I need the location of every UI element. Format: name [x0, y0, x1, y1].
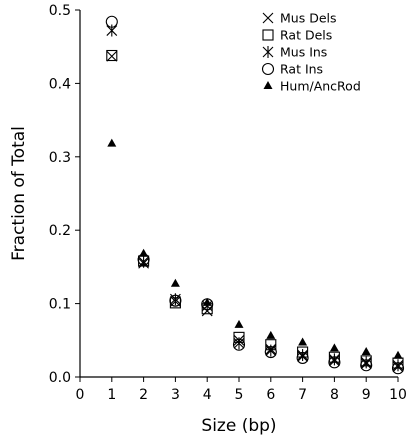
data-point — [391, 362, 405, 375]
legend-label: Mus Dels — [280, 11, 337, 26]
x-tick-label: 0 — [76, 387, 85, 403]
legend-label: Mus Ins — [280, 45, 327, 60]
legend-label: Hum/AncRod — [280, 79, 361, 94]
data-point — [139, 248, 149, 257]
legend-item: Rat Dels — [262, 28, 332, 43]
legend-marker — [262, 12, 274, 24]
data-point — [266, 330, 276, 339]
data-point — [202, 297, 212, 306]
data-point — [106, 24, 118, 37]
x-tick-label: 1 — [107, 387, 116, 403]
series-rat-ins — [105, 15, 405, 375]
y-tick-label: 0.4 — [49, 76, 71, 92]
data-point — [106, 50, 118, 62]
x-tick-label: 6 — [266, 387, 275, 403]
data-point — [296, 351, 309, 364]
data-point — [392, 359, 404, 372]
data-points — [105, 15, 405, 375]
x-tick-label: 3 — [171, 387, 180, 403]
x-tick-label: 7 — [298, 387, 307, 403]
legend-item: Mus Ins — [262, 45, 327, 60]
data-point — [234, 319, 244, 328]
y-tick-label: 0.5 — [49, 3, 71, 19]
x-tick-label: 4 — [203, 387, 212, 403]
series-mus-ins — [106, 24, 404, 372]
legend-item: Mus Dels — [262, 11, 337, 26]
legend-marker — [263, 81, 273, 89]
legend-item: Hum/AncRod — [263, 79, 361, 94]
legend-marker — [262, 46, 274, 58]
data-point — [360, 356, 372, 369]
data-point — [393, 350, 403, 359]
legend-label: Rat Ins — [280, 62, 323, 77]
series-hum-ancrod — [107, 138, 403, 359]
legend: Mus Dels Rat Dels Mus Ins Rat Ins Hum/AncRod — [261, 11, 361, 94]
y-tick-label: 0.3 — [49, 150, 71, 166]
y-tick-label: 0.0 — [49, 370, 71, 386]
data-point — [264, 345, 277, 359]
series-rat-dels — [106, 49, 404, 369]
data-point — [138, 255, 149, 268]
data-point — [329, 343, 339, 352]
data-point — [328, 356, 341, 369]
y-tick-label: 0.1 — [49, 297, 71, 313]
x-axis-title: Size (bp) — [201, 416, 276, 436]
data-point — [232, 338, 246, 351]
series-mus-dels — [106, 50, 404, 373]
legend-marker — [261, 62, 275, 76]
y-tick-label: 0.2 — [49, 223, 71, 239]
y-axis-title: Fraction of Total — [9, 126, 29, 261]
data-point — [169, 294, 182, 307]
x-tick-label: 9 — [362, 387, 371, 403]
data-point — [298, 337, 308, 346]
x-tick-label: 2 — [139, 387, 148, 403]
data-point — [361, 347, 371, 356]
legend-label: Rat Dels — [280, 28, 332, 43]
data-point — [106, 49, 118, 62]
data-point — [360, 359, 373, 372]
data-point — [107, 138, 117, 147]
data-point — [170, 278, 180, 287]
x-tick-label: 5 — [235, 387, 244, 403]
x-tick-label: 10 — [389, 387, 407, 403]
data-point — [297, 348, 308, 361]
legend-item: Rat Ins — [261, 62, 323, 77]
ticks: 0 1 2 3 4 5 6 7 8 9 10 0.0 0.1 0.2 0.3 0.4 0.5 — [49, 3, 407, 403]
legend-marker — [262, 29, 274, 41]
x-tick-label: 8 — [330, 387, 339, 403]
data-point — [329, 353, 340, 366]
data-point — [105, 15, 118, 28]
